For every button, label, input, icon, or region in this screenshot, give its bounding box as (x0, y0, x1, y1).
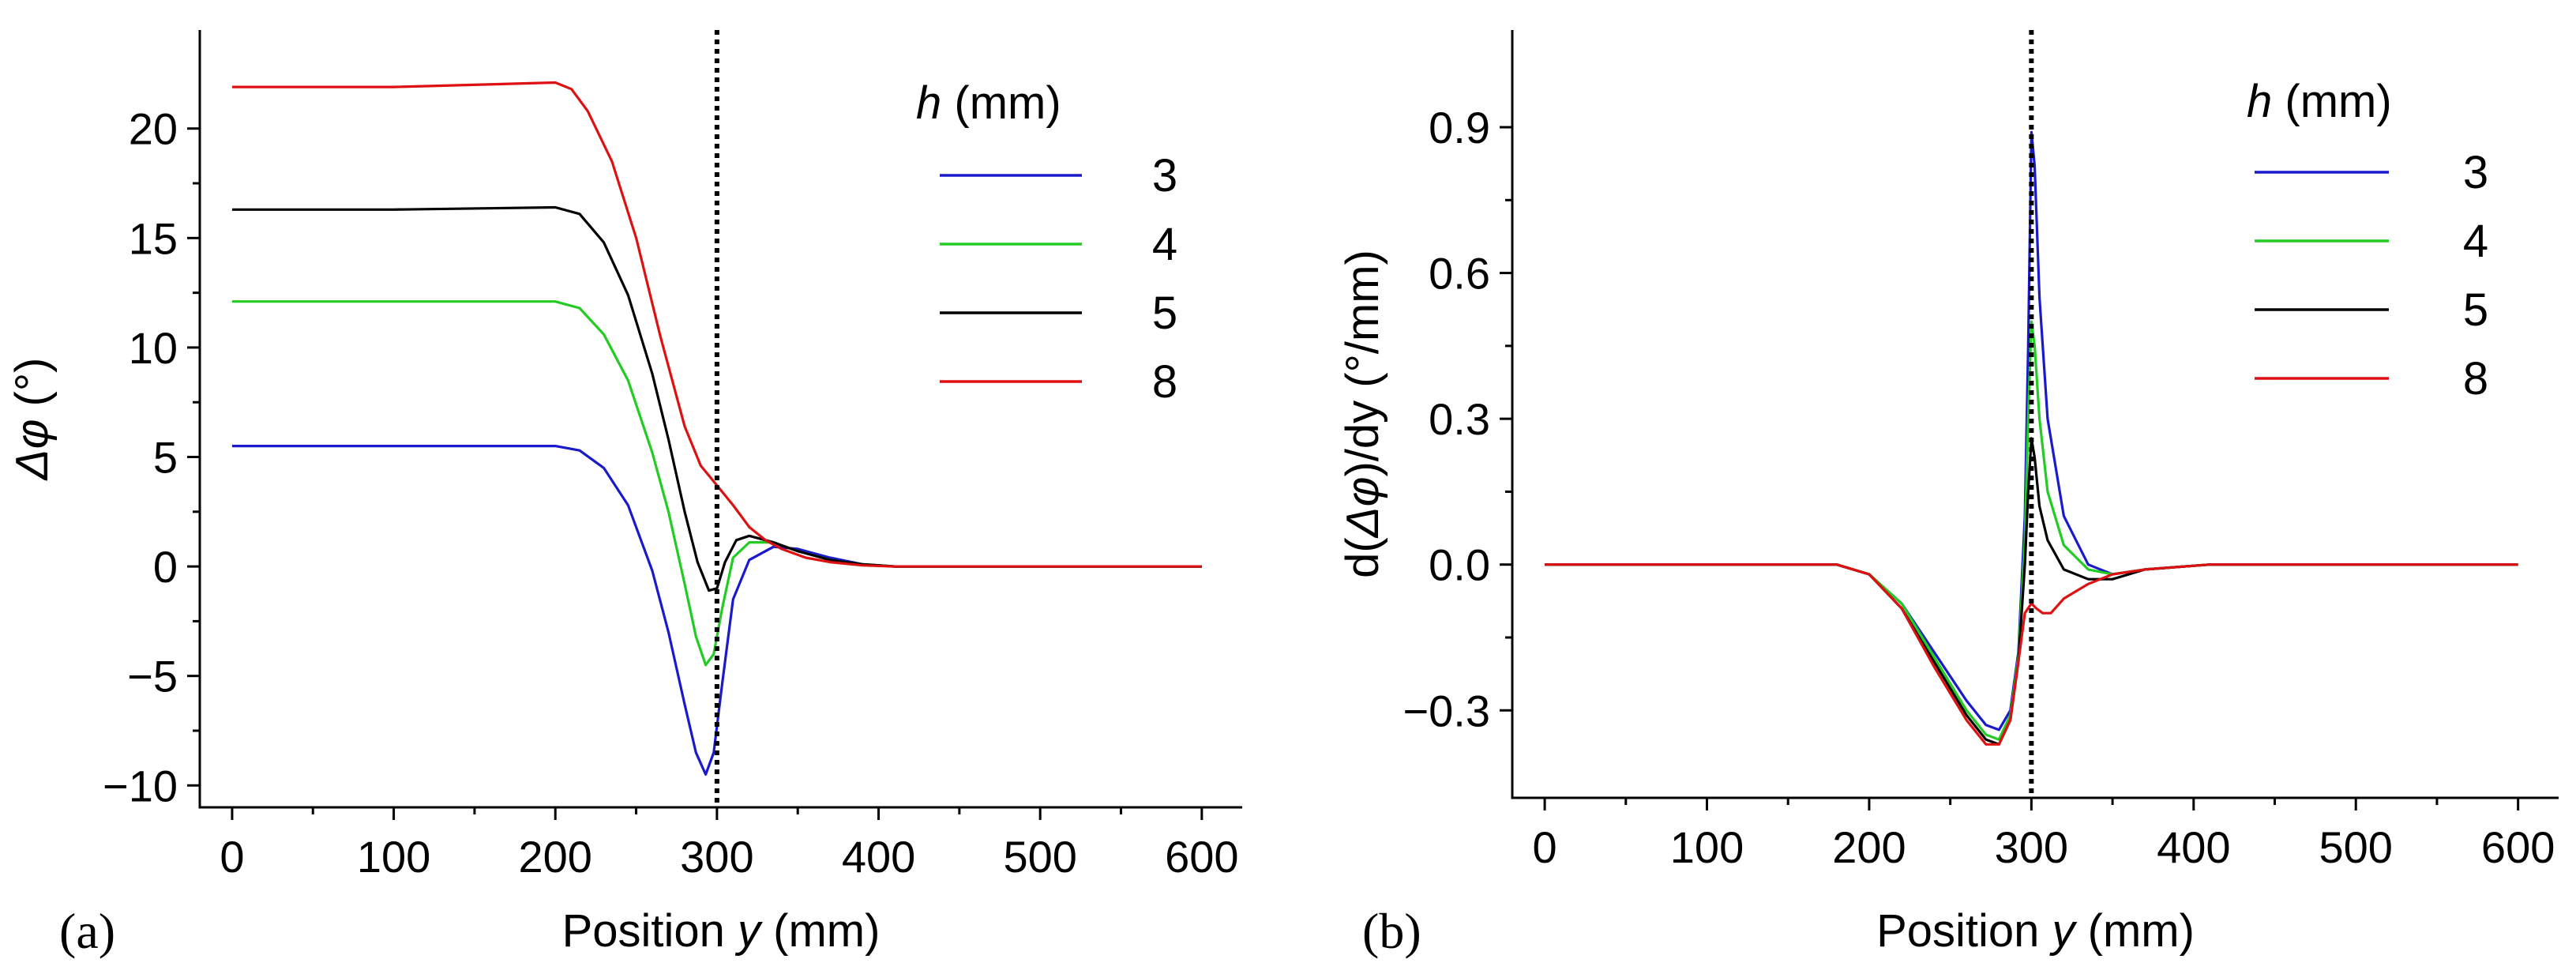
x-axis-label-part: Position (1876, 905, 2052, 957)
y-axis-label: Δφ (°) (6, 358, 58, 482)
x-tick-label: 400 (2157, 822, 2230, 872)
y-tick-label: −0.3 (1403, 686, 1490, 735)
y-tick-label: −5 (127, 652, 178, 701)
y-tick-label: 20 (129, 104, 178, 154)
x-tick-label: 300 (1995, 822, 2068, 872)
series-line-h5 (231, 205, 1202, 592)
legend-label: 8 (1152, 356, 1177, 408)
x-tick-label: 600 (1165, 832, 1238, 882)
y-axis-label-part: Δφ (1337, 477, 1388, 540)
x-axis-label: Position y (mm) (562, 905, 881, 957)
x-axis-label: Position y (mm) (1876, 905, 2195, 957)
panel-label: (b) (1362, 903, 1421, 959)
legend-label: 4 (2463, 216, 2488, 267)
y-tick-label: 5 (153, 433, 178, 483)
legend-title-part: h (916, 77, 941, 129)
panel-b-chart: 0 100 200 300 400 500 600 −0.3 0.0 0.3 0.6 0.9 Posit… (1337, 30, 2559, 959)
y-axis-label-part: d( (1337, 537, 1388, 578)
legend: h (mm) 3 4 5 8 (2247, 76, 2488, 404)
x-tick-label: 100 (357, 832, 430, 882)
legend-label: 4 (1152, 219, 1177, 270)
y-tick-label: 15 (129, 213, 178, 263)
y-tick-label: 0.0 (1429, 540, 1490, 590)
x-axis-label-part: (mm) (2075, 905, 2195, 957)
x-tick-label: 0 (220, 832, 244, 882)
x-tick-label: 500 (1003, 832, 1076, 882)
legend: h (mm) 3 4 5 8 (916, 77, 1177, 408)
legend-title: h (mm) (2247, 76, 2392, 127)
x-tick-label: 200 (1832, 822, 1906, 872)
legend-title-part: h (2247, 76, 2272, 127)
y-tick-label: 0.9 (1429, 103, 1490, 152)
y-tick-label: 10 (129, 323, 178, 373)
y-axis-label-part: Δφ (6, 419, 58, 482)
x-axis-label-part: (mm) (760, 905, 880, 957)
y-tick-label: 0 (153, 542, 178, 592)
x-tick-label: 400 (842, 832, 915, 882)
panel-a-chart: 0 100 200 300 400 500 600 −10 −5 0 5 10 15 20 Position… (6, 30, 1242, 959)
panel-label: (a) (59, 903, 115, 959)
y-tick-label: −10 (103, 761, 178, 810)
y-axis-label-part: (°) (6, 358, 58, 419)
legend-label: 5 (2463, 284, 2488, 336)
x-tick-label: 300 (680, 832, 753, 882)
x-axis-label-part: Position (562, 905, 738, 957)
x-axis-label-part: y (2049, 905, 2078, 957)
axis-frame (198, 30, 1242, 809)
x-tick-label: 100 (1670, 822, 1744, 872)
legend-title-part: (mm) (2272, 76, 2391, 127)
y-axis-label: d(Δφ)/dy (°/mm) (1337, 250, 1388, 578)
y-tick-label: 0.3 (1429, 394, 1490, 444)
x-tick-label: 0 (1533, 822, 1557, 872)
x-axis-label-part: y (734, 905, 763, 957)
legend-label: 8 (2463, 353, 2488, 404)
legend-label: 3 (1152, 150, 1177, 201)
legend-label: 3 (2463, 147, 2488, 198)
legend-title: h (mm) (916, 77, 1061, 129)
x-tick-label: 600 (2481, 822, 2555, 872)
legend-title-part: (mm) (941, 77, 1061, 129)
x-tick-label: 500 (2319, 822, 2392, 872)
series-line-h8 (1545, 563, 2518, 746)
y-axis-label-part: )/dy (°/mm) (1337, 250, 1388, 476)
legend-label: 5 (1152, 288, 1177, 339)
y-tick-label: 0.6 (1429, 249, 1490, 299)
x-tick-label: 200 (519, 832, 592, 882)
axis-frame (1511, 30, 2559, 799)
